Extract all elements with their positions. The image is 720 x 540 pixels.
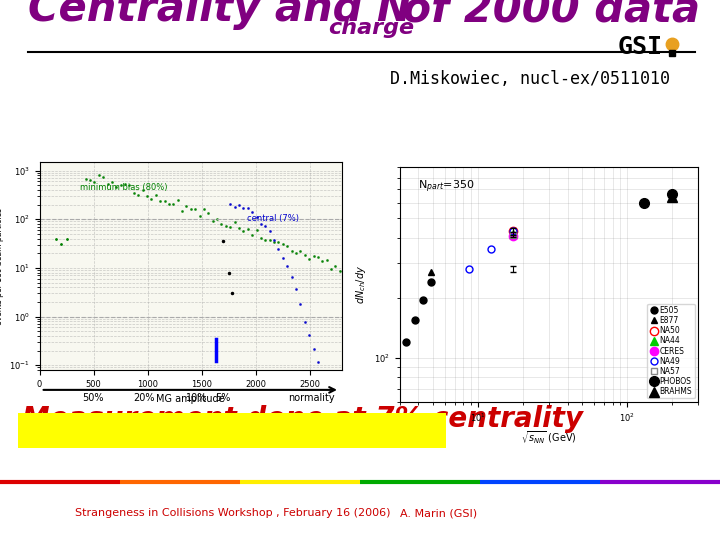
X-axis label: MG amplitude: MG amplitude	[156, 394, 225, 404]
NA49	[487, 246, 495, 253]
Line: PHOBOS: PHOBOS	[639, 190, 677, 207]
Text: central (7%): central (7%)	[247, 214, 299, 224]
PHOBOS	[640, 199, 649, 206]
X-axis label: $\sqrt{s_{NN}}$ (GeV): $\sqrt{s_{NN}}$ (GeV)	[521, 430, 577, 446]
Legend: E505, E877, NA50, NA44, CERES, NA49, NA57, PHOBOS, BRAHMS: E505, E877, NA50, NA44, CERES, NA49, NA5…	[647, 303, 695, 399]
Text: 5%: 5%	[215, 393, 231, 403]
Text: N$_{part}$=350: N$_{part}$=350	[418, 179, 474, 195]
NA49	[464, 266, 473, 272]
Text: charge: charge	[328, 18, 414, 38]
Text: 20%: 20%	[134, 393, 155, 403]
Text: Strangeness in Collisions Workshop , February 16 (2006): Strangeness in Collisions Workshop , Feb…	[75, 508, 390, 518]
E505	[418, 297, 427, 303]
Line: NA49: NA49	[465, 228, 517, 272]
Text: D.Miskowiec, nucl-ex/0511010: D.Miskowiec, nucl-ex/0511010	[390, 70, 670, 88]
Text: minimum bias (80%): minimum bias (80%)	[79, 183, 167, 192]
Text: of 2000 data: of 2000 data	[388, 0, 700, 30]
Y-axis label: $dN_{ch}/dy$: $dN_{ch}/dy$	[354, 265, 369, 305]
Text: 10%: 10%	[186, 393, 207, 403]
Y-axis label: events per 1e6 beam particles: events per 1e6 beam particles	[0, 207, 4, 325]
PHOBOS	[667, 191, 676, 198]
Text: normality: normality	[288, 393, 334, 403]
E505	[427, 279, 436, 285]
Text: Centrality and N: Centrality and N	[28, 0, 412, 30]
NA49	[509, 228, 518, 235]
E505	[410, 317, 419, 323]
Text: 50%: 50%	[82, 393, 103, 403]
E505	[402, 339, 410, 346]
Text: A. Marin (GSI): A. Marin (GSI)	[400, 508, 477, 518]
Text: GSI: GSI	[618, 35, 663, 59]
Text: Measurement done at 7% centrality: Measurement done at 7% centrality	[22, 405, 583, 433]
Line: E505: E505	[402, 279, 435, 346]
